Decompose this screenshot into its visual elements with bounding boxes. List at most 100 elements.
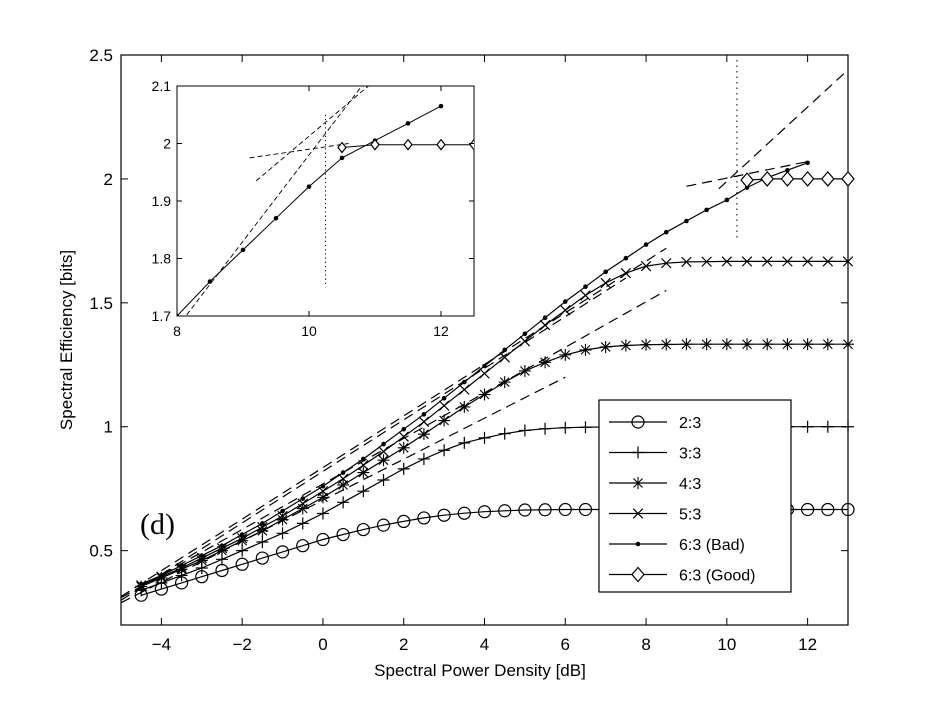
legend: 2:3 3:3 4:3 5:3 6:3 (Bad) 6:3 (Good): [598, 399, 792, 593]
series-marker-2: [175, 563, 188, 576]
series-marker-2: [155, 571, 168, 584]
series-marker-4: [138, 581, 144, 587]
inset-bad-marker: [306, 184, 312, 189]
series-marker-3: [236, 533, 248, 544]
series-marker-5: [821, 170, 835, 187]
x-tick-label: 8: [641, 635, 650, 654]
series-marker-2: [215, 544, 228, 557]
series-marker-4: [462, 379, 467, 385]
series-marker-4: [381, 441, 386, 447]
series-marker-4: [623, 255, 629, 261]
series-marker-2: [741, 338, 754, 351]
series-marker-4: [320, 483, 326, 489]
series-marker-5: [800, 170, 815, 187]
series-marker-0: [477, 505, 492, 519]
series-marker-2: [316, 491, 329, 504]
series-marker-4: [179, 563, 184, 568]
series-marker-0: [255, 551, 269, 565]
series-marker-0: [275, 545, 290, 559]
series-marker-2: [458, 400, 471, 413]
x-tick-label: −2: [232, 635, 251, 654]
series-marker-3: [580, 290, 591, 301]
series-marker-3: [519, 336, 531, 347]
inset-x-tick-label: 8: [173, 323, 181, 339]
series-marker-2: [478, 388, 491, 401]
legend-marker: [631, 415, 645, 429]
legend-label: 5:3: [679, 507, 701, 524]
series-marker-4: [280, 508, 285, 514]
series-marker-1: [842, 420, 854, 433]
series-marker-2: [377, 454, 390, 467]
series-marker-3: [479, 368, 490, 379]
series-marker-2: [842, 338, 854, 351]
series-marker-2: [357, 466, 370, 479]
series-marker-4: [300, 496, 306, 501]
series-marker-4: [441, 395, 447, 401]
series-marker-3: [640, 260, 652, 272]
series-marker-2: [236, 534, 249, 547]
series-marker-2: [700, 338, 713, 351]
series-marker-4: [522, 331, 528, 337]
series-marker-1: [458, 436, 471, 449]
series-marker-3: [600, 277, 611, 289]
series-marker-4: [583, 284, 588, 290]
series-marker-1: [377, 474, 390, 487]
series-marker-3: [539, 319, 551, 331]
series-marker-3: [438, 400, 450, 411]
legend-label: 2:3: [679, 415, 701, 432]
series-marker-4: [684, 218, 689, 224]
series-marker-4: [401, 426, 407, 432]
series-marker-1: [296, 517, 309, 530]
legend-marker: [632, 446, 644, 459]
series-marker-4: [704, 207, 709, 213]
inset-good-marker: [337, 141, 347, 154]
series-marker-4: [562, 299, 568, 304]
series-marker-4: [199, 553, 205, 558]
series-marker-2: [660, 338, 673, 351]
series-marker-1: [316, 507, 329, 520]
series-marker-2: [417, 428, 430, 441]
series-marker-3: [802, 256, 813, 267]
series-marker-5: [780, 170, 795, 187]
series-marker-2: [559, 348, 572, 361]
series-marker-3: [761, 256, 773, 267]
dashed-bound-line: [686, 160, 808, 187]
series-marker-0: [356, 522, 370, 537]
inset-bad-marker: [177, 313, 180, 316]
series-marker-4: [239, 532, 245, 537]
series-marker-4: [219, 543, 225, 548]
inset-bad-marker: [339, 155, 345, 161]
series-marker-3: [741, 256, 753, 267]
series-marker-1: [518, 424, 531, 437]
series-marker-2: [680, 338, 693, 351]
series-marker-2: [781, 338, 794, 351]
series-marker-0: [498, 504, 512, 518]
y-tick-label: 1: [104, 418, 113, 437]
series-marker-0: [538, 503, 552, 517]
series-marker-0: [437, 508, 451, 522]
inset-good-marker: [469, 138, 474, 151]
series-marker-3: [459, 384, 470, 395]
inset-y-tick-label: 2.1: [152, 78, 172, 94]
series-marker-4: [785, 167, 790, 173]
x-axis-label: Spectral Power Density [dB]: [374, 661, 586, 680]
series-marker-3: [337, 473, 349, 485]
inset-dashed-line: [249, 143, 349, 159]
panel-label: (d): [140, 508, 175, 541]
series-marker-0: [518, 503, 532, 517]
series-marker-2: [195, 554, 208, 567]
y-tick-label: 2: [104, 170, 113, 189]
x-tick-label: 10: [717, 635, 736, 654]
series-marker-0: [397, 514, 411, 529]
series-marker-3: [560, 305, 571, 316]
series-marker-3: [378, 446, 389, 457]
series-marker-2: [539, 356, 552, 369]
series-marker-4: [805, 160, 810, 166]
series-marker-4: [663, 229, 669, 235]
x-tick-label: 4: [480, 635, 489, 654]
series-marker-1: [801, 420, 814, 433]
inset-bad-marker: [438, 103, 444, 109]
series-marker-3: [782, 256, 793, 267]
series-marker-4: [421, 412, 427, 417]
y-tick-label: 0.5: [89, 542, 113, 561]
